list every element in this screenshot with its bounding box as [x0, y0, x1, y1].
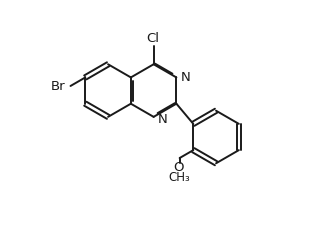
- Text: Cl: Cl: [146, 32, 159, 45]
- Text: O: O: [173, 160, 184, 173]
- Text: N: N: [180, 71, 190, 83]
- Text: Br: Br: [51, 80, 66, 93]
- Text: N: N: [158, 112, 168, 125]
- Text: CH₃: CH₃: [169, 170, 191, 183]
